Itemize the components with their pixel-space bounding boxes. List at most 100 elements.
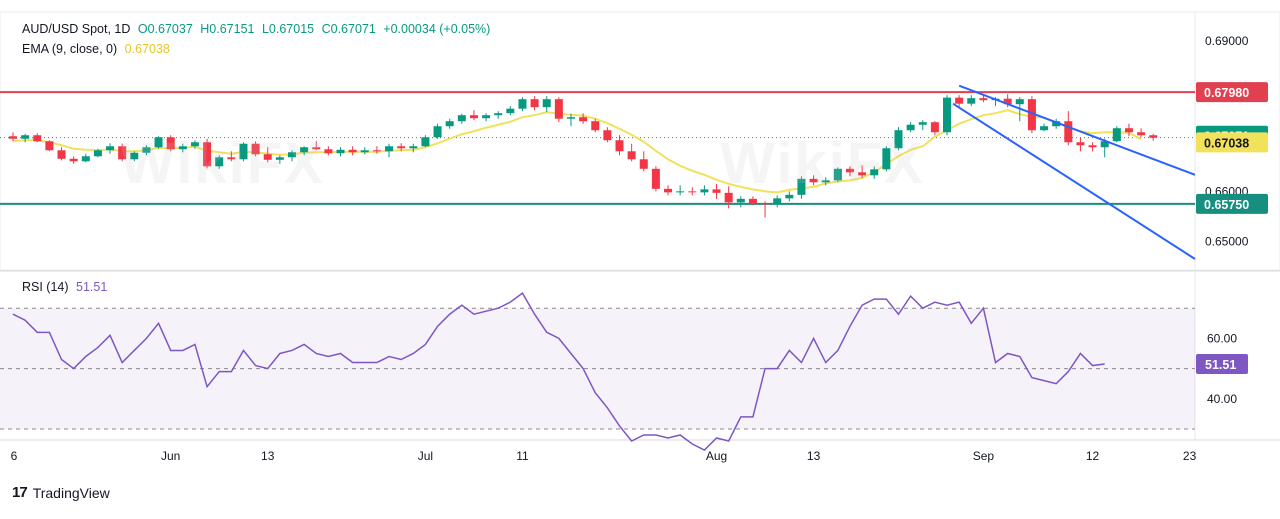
candle-body bbox=[33, 135, 42, 142]
candle bbox=[9, 132, 17, 142]
candle-body bbox=[542, 99, 551, 108]
support-badge-bg bbox=[1196, 193, 1268, 214]
candle-body bbox=[736, 198, 745, 203]
candle bbox=[773, 195, 782, 208]
candle-body bbox=[372, 150, 381, 152]
candle-body bbox=[482, 115, 491, 119]
candle-body bbox=[651, 168, 660, 189]
candle bbox=[845, 166, 854, 177]
candle bbox=[312, 141, 321, 151]
candle-body bbox=[943, 97, 952, 133]
candle bbox=[700, 185, 709, 196]
candle bbox=[178, 143, 187, 153]
candle bbox=[591, 118, 600, 133]
candle-body bbox=[1027, 99, 1036, 131]
ema-badge: 0.67038 bbox=[1204, 136, 1249, 150]
candle bbox=[639, 151, 648, 172]
candle bbox=[688, 187, 697, 196]
candle-body bbox=[506, 108, 515, 114]
candle-body bbox=[1003, 98, 1012, 105]
candle bbox=[348, 146, 357, 156]
candle-body bbox=[724, 192, 733, 203]
candle-body bbox=[845, 168, 854, 173]
candle bbox=[33, 133, 42, 143]
ohlc-legend: AUD/USD Spot, 1D O0.67037 H0.67151 L0.67… bbox=[22, 22, 494, 36]
candle-body bbox=[45, 141, 54, 151]
candle-body bbox=[421, 137, 430, 147]
candle-body bbox=[275, 157, 284, 160]
candle bbox=[930, 121, 939, 136]
axis-layer: 0.690000.660000.650000.679800.657500.670… bbox=[11, 34, 1268, 463]
time-tick-label: 13 bbox=[807, 449, 821, 463]
candle bbox=[360, 147, 369, 155]
candle bbox=[748, 196, 757, 206]
candle bbox=[190, 140, 199, 149]
candle bbox=[736, 196, 745, 208]
candle-body bbox=[457, 115, 466, 122]
candle-body bbox=[664, 188, 673, 193]
candle-body bbox=[251, 143, 260, 155]
time-tick-label: Aug bbox=[706, 449, 727, 463]
candle bbox=[130, 151, 139, 162]
candle bbox=[81, 153, 90, 163]
candle-body bbox=[9, 136, 17, 139]
time-tick-label: 23 bbox=[1183, 449, 1197, 463]
candle-body bbox=[894, 130, 903, 149]
candle-body bbox=[203, 142, 212, 167]
ema-label[interactable]: EMA (9, close, 0) bbox=[22, 42, 118, 56]
candle-body bbox=[142, 147, 151, 153]
candle-body bbox=[1112, 128, 1121, 142]
candle-body bbox=[797, 178, 806, 195]
candle bbox=[955, 95, 964, 108]
time-tick-label: Jul bbox=[418, 449, 433, 463]
candle bbox=[809, 175, 818, 186]
candle bbox=[579, 113, 588, 124]
candle bbox=[518, 97, 527, 112]
candle-body bbox=[385, 146, 394, 152]
support-badge: 0.65750 bbox=[1204, 198, 1249, 212]
candle bbox=[833, 167, 842, 183]
candle-body bbox=[1076, 142, 1085, 146]
time-tick-label: 12 bbox=[1086, 449, 1100, 463]
candle bbox=[712, 183, 721, 199]
channel-layer bbox=[952, 84, 1196, 260]
candle-body bbox=[833, 168, 842, 181]
candle bbox=[166, 135, 175, 152]
price-tick-label: 0.69000 bbox=[1205, 34, 1249, 48]
candle bbox=[676, 185, 685, 196]
candle bbox=[1027, 96, 1036, 134]
ema-layer bbox=[12, 109, 1142, 194]
candle bbox=[979, 94, 988, 103]
tradingview-brand[interactable]: 17 TradingView bbox=[12, 484, 110, 501]
candle bbox=[385, 143, 394, 158]
time-tick-label: 13 bbox=[261, 449, 275, 463]
candle-body bbox=[397, 146, 406, 149]
candle-body bbox=[870, 169, 879, 176]
candle-body bbox=[639, 159, 648, 169]
candle-body bbox=[166, 137, 175, 150]
level-layer bbox=[0, 91, 1195, 205]
time-tick-label: Sep bbox=[973, 449, 995, 463]
candle bbox=[785, 191, 794, 202]
candle-body bbox=[178, 146, 187, 150]
candle-body bbox=[748, 198, 757, 204]
candle-body bbox=[918, 122, 927, 125]
price-tick-label: 0.65000 bbox=[1205, 234, 1249, 248]
candle-body bbox=[1149, 135, 1158, 138]
candle bbox=[724, 186, 733, 209]
candle-body bbox=[955, 97, 964, 104]
candle-body bbox=[979, 98, 988, 101]
candle bbox=[651, 166, 660, 192]
candle-body bbox=[688, 191, 697, 193]
candle-body bbox=[409, 146, 418, 149]
candle bbox=[45, 140, 54, 152]
change-value: +0.00034 (+0.05%) bbox=[383, 22, 491, 36]
candle bbox=[906, 122, 915, 133]
symbol-title[interactable]: AUD/USD Spot, 1D bbox=[22, 22, 131, 36]
rsi-label[interactable]: RSI (14) bbox=[22, 280, 69, 294]
candle-body bbox=[882, 148, 891, 170]
candle bbox=[445, 118, 454, 129]
candle-body bbox=[1100, 141, 1109, 148]
